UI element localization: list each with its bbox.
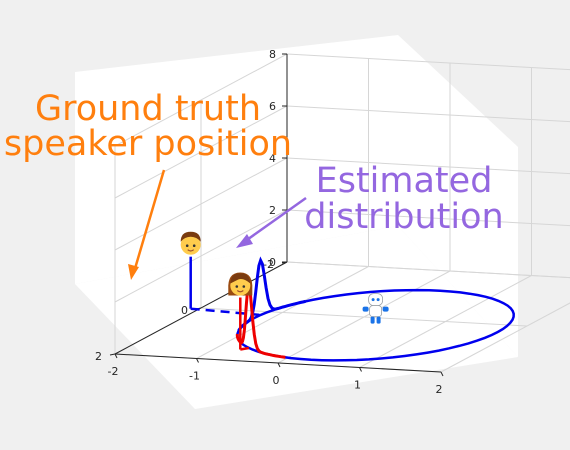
z-tick-label: 2 [269, 204, 276, 217]
pane-left-wall [75, 35, 398, 284]
pane-floor [75, 226, 518, 409]
hair [230, 273, 251, 284]
y-tick-label: 0 [181, 304, 188, 317]
x-tick-mark [277, 362, 281, 368]
x-tick-label: 0 [273, 374, 280, 387]
x-tick-mark [359, 367, 362, 372]
ground-truth-arrow [132, 169, 166, 273]
x-tick-mark [196, 358, 199, 363]
speaker-direction-dashed-line [240, 346, 250, 351]
speaker-direction-dashed-line [190, 307, 261, 317]
estimated-arrow [243, 196, 307, 244]
grid-line [286, 53, 570, 71]
x-tick-mark [440, 371, 444, 377]
z-tick-label: 6 [269, 100, 276, 113]
grid-line [200, 307, 528, 327]
eye [242, 285, 246, 288]
eye [185, 244, 189, 247]
ground-truth-label-line2: speaker position [4, 124, 292, 164]
ground-truth-annotation: Ground truth speaker position [4, 89, 292, 280]
grid-line [114, 157, 288, 251]
speaker-girl-icon [228, 272, 253, 296]
face-skin [180, 234, 201, 255]
y-tick-label: 2 [95, 350, 102, 363]
estimated-arrowhead [236, 234, 253, 248]
estimated-label-line1: Estimated [316, 161, 493, 201]
y-tick-mark [109, 353, 116, 356]
z-tick-label: 8 [269, 48, 276, 61]
grid-line [114, 53, 288, 147]
x-tick-label: 1 [354, 379, 361, 392]
robot-arm [362, 306, 369, 312]
plot-marks [189, 256, 515, 362]
x-tick-mark [114, 353, 118, 359]
grid-line [286, 209, 570, 227]
icons [180, 231, 389, 324]
robot-leg [370, 316, 375, 324]
estimated-label-line2: distribution [304, 197, 503, 237]
grid-line [114, 105, 288, 199]
robot-head [368, 293, 384, 307]
robot-eye [376, 298, 380, 302]
eye [192, 244, 196, 247]
mouth [187, 249, 195, 252]
grid-line [286, 157, 570, 175]
x-tick-label: 2 [436, 383, 443, 396]
ground-truth-arrowhead [128, 264, 139, 280]
speaker-boy-icon [180, 231, 201, 255]
robot-leg [376, 316, 381, 324]
robot-body [369, 305, 383, 318]
z-tick-label: 0 [269, 256, 276, 269]
robot-icon [362, 293, 389, 324]
grid-line [286, 105, 570, 123]
robot-eye [371, 298, 375, 302]
estimated-annotation: Estimated distribution [236, 161, 504, 248]
y-tick-label: -2 [263, 258, 274, 271]
grid-line [114, 209, 288, 303]
x-tick-label: -1 [189, 370, 200, 383]
eye [235, 285, 239, 288]
pane-right-wall [398, 35, 518, 357]
z-tick-label: 4 [269, 152, 276, 165]
estimated-distribution-curve [237, 256, 306, 332]
mouth [236, 290, 244, 293]
hair [180, 231, 201, 242]
x-tick-label: -2 [108, 365, 119, 378]
ground-truth-label-line1: Ground truth [35, 89, 261, 129]
robot-arm [382, 306, 389, 312]
grid-line [286, 261, 570, 279]
